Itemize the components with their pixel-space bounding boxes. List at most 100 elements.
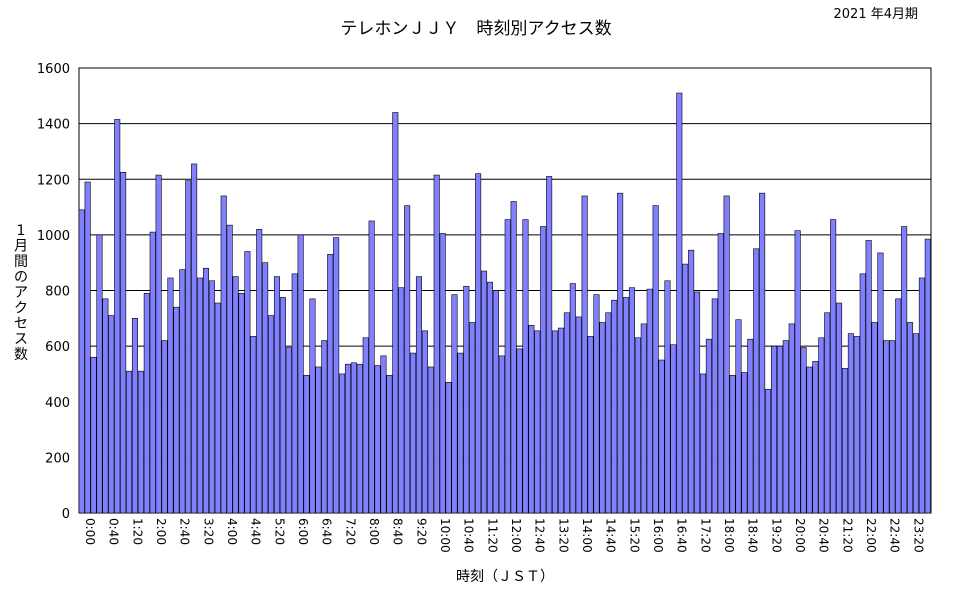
bar — [901, 226, 908, 514]
x-tick-label: 12:00 — [509, 518, 523, 553]
bar — [185, 180, 192, 514]
x-tick-label: 13:20 — [556, 518, 570, 553]
x-tick-label: 19:20 — [769, 518, 783, 553]
bar — [273, 276, 280, 514]
bar — [232, 276, 239, 514]
bar — [617, 192, 624, 514]
bar — [149, 231, 156, 514]
x-tick-label: 8:00 — [367, 518, 381, 545]
bar — [410, 352, 417, 514]
bars — [78, 92, 931, 514]
bar — [173, 306, 180, 514]
bar — [605, 312, 612, 514]
bar — [747, 338, 754, 514]
bar — [735, 319, 742, 514]
bar — [581, 195, 588, 514]
bar — [836, 302, 843, 514]
bar — [155, 174, 162, 514]
bar — [759, 192, 766, 514]
bar — [404, 205, 411, 514]
bar — [877, 252, 884, 514]
bar — [682, 263, 689, 514]
bar — [481, 270, 488, 514]
bar — [362, 337, 369, 514]
bar — [504, 219, 511, 514]
bar — [516, 348, 523, 514]
bar — [593, 294, 600, 514]
x-tick-label: 6:40 — [320, 518, 334, 545]
x-tick-label: 14:40 — [604, 518, 618, 553]
x-tick-label: 14:00 — [580, 518, 594, 553]
bar — [859, 273, 866, 514]
bar — [776, 345, 783, 514]
x-tick-label: 2:40 — [178, 518, 192, 545]
bar — [120, 172, 127, 514]
bar — [711, 298, 718, 514]
x-tick-label: 2:00 — [154, 518, 168, 545]
x-tick-label: 22:40 — [888, 518, 902, 553]
bar — [528, 324, 535, 514]
bar — [439, 233, 446, 514]
y-tick-label: 1400 — [37, 118, 70, 133]
bar — [433, 174, 440, 514]
bar — [108, 315, 115, 514]
bar — [202, 267, 209, 514]
x-tick-label: 0:00 — [83, 518, 97, 545]
x-tick-label: 18:40 — [746, 518, 760, 553]
bar — [339, 373, 346, 514]
bar — [262, 262, 269, 514]
bar — [380, 355, 387, 514]
bar — [333, 237, 340, 514]
bar — [812, 361, 819, 514]
bar — [208, 280, 215, 514]
bar — [741, 372, 748, 514]
bar — [78, 209, 85, 514]
bar — [327, 254, 334, 514]
x-tick-labels: 0:00 0:40 1:20 2:00 2:40 3:20 4:00 4:40 5:20 6:00… — [83, 518, 925, 553]
x-tick-label: 11:20 — [485, 518, 499, 553]
bar — [623, 297, 630, 514]
bar — [492, 290, 499, 514]
x-tick-label: 10:00 — [438, 518, 452, 553]
bar — [599, 322, 606, 514]
bar — [291, 273, 298, 514]
bar — [137, 370, 144, 514]
bar — [753, 248, 760, 514]
x-tick-label: 20:40 — [817, 518, 831, 553]
bar — [883, 340, 890, 514]
bar — [552, 330, 559, 514]
bar — [830, 219, 837, 514]
bar — [179, 269, 186, 514]
bar — [889, 340, 896, 514]
bar — [841, 368, 848, 514]
bar — [652, 205, 659, 514]
bar — [770, 345, 777, 514]
y-tick-label: 400 — [45, 396, 70, 411]
bar — [670, 344, 677, 514]
x-tick-label: 20:00 — [793, 518, 807, 553]
bar — [161, 340, 168, 514]
bar — [611, 299, 618, 514]
bar — [244, 251, 251, 514]
bar — [658, 359, 665, 514]
bar — [664, 280, 671, 514]
bar — [924, 238, 931, 514]
bar — [912, 333, 919, 514]
bar — [865, 240, 872, 514]
x-tick-label: 23:20 — [911, 518, 925, 553]
y-tick-label: 1200 — [37, 173, 70, 188]
x-tick-label: 22:00 — [864, 518, 878, 553]
bar — [84, 181, 91, 514]
bar — [126, 370, 133, 514]
bar — [90, 356, 97, 514]
bar — [220, 195, 227, 514]
bar — [451, 294, 458, 514]
x-tick-label: 5:20 — [272, 518, 286, 545]
bar — [794, 230, 801, 514]
y-tick-label: 200 — [45, 451, 70, 466]
x-tick-label: 6:00 — [296, 518, 310, 545]
y-axis-label: 1 月間のアクセス数 — [14, 223, 28, 363]
bar — [214, 302, 221, 514]
bar — [226, 224, 233, 514]
